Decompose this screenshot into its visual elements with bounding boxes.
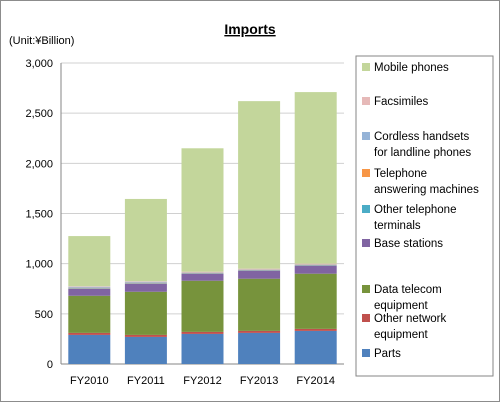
y-tick-label: 1,500	[25, 209, 53, 221]
legend-swatch	[362, 63, 370, 71]
legend-label: terminals	[374, 220, 421, 232]
y-tick-label: 1,000	[25, 259, 53, 271]
bar-segment	[238, 269, 281, 271]
bar-segment	[68, 286, 111, 288]
x-tick-label: FY2013	[240, 375, 279, 387]
bar-segment	[124, 283, 167, 284]
legend-label: Other network	[374, 313, 446, 325]
legend-label: Telephone	[374, 168, 427, 180]
legend-label: for landline phones	[374, 147, 471, 159]
bar-segment	[124, 281, 167, 283]
legend-label: Parts	[374, 348, 401, 360]
bar-segment	[124, 198, 167, 282]
bar-segment	[238, 101, 281, 269]
bar-segment	[124, 336, 167, 364]
bar-segment	[181, 331, 224, 334]
bar-segment	[294, 92, 337, 264]
x-tick-label: FY2010	[70, 375, 109, 387]
bar-segment	[294, 265, 337, 274]
bar-segment	[68, 334, 111, 364]
bar-segment	[294, 264, 337, 266]
bar-segment	[181, 280, 224, 332]
legend-swatch	[362, 239, 370, 247]
bar-segment	[68, 288, 111, 289]
bar-segment	[68, 236, 111, 287]
legend-label: Cordless handsets	[374, 131, 469, 143]
legend-label: equipment	[374, 300, 429, 312]
bar-segment	[68, 287, 111, 289]
bar-segment	[238, 332, 281, 364]
legend-label: Base stations	[374, 238, 443, 250]
bar-segment	[68, 286, 111, 287]
legend-swatch	[362, 205, 370, 213]
bar-segment	[124, 282, 167, 284]
legend-label: answering machines	[374, 184, 479, 196]
y-tick-label: 0	[47, 359, 53, 371]
bar-segment	[124, 334, 167, 337]
y-tick-label: 500	[35, 309, 53, 321]
legend-swatch	[362, 285, 370, 293]
legend-label: Data telecom	[374, 284, 442, 296]
chart-title: Imports	[224, 21, 276, 37]
x-tick-label: FY2012	[183, 375, 222, 387]
bar-segment	[238, 268, 281, 270]
bar-segment	[124, 291, 167, 335]
legend-label: Mobile phones	[374, 62, 449, 74]
legend-label: Facsimiles	[374, 96, 429, 108]
bar-segment	[181, 333, 224, 364]
bar-segment	[294, 265, 337, 266]
y-tick-label: 2,000	[25, 158, 53, 170]
bar-segment	[181, 273, 224, 281]
legend-label: Other telephone	[374, 204, 456, 216]
bar-segment	[294, 330, 337, 364]
legend-swatch	[362, 169, 370, 177]
legend: Mobile phones Facsimiles Cordless handsets…	[355, 55, 494, 377]
legend-swatch	[362, 349, 370, 357]
legend-box	[355, 55, 494, 377]
x-tick-label: FY2014	[296, 375, 335, 387]
bar-segment	[181, 272, 224, 273]
bar-segment	[68, 295, 111, 333]
bar-segment	[238, 278, 281, 331]
y-tick-label: 3,000	[25, 58, 53, 70]
bar-segment	[238, 270, 281, 271]
plot-area: 0 500 1,000 1,500 2,000 2,500 3,000 FY2010 FY201…	[25, 58, 344, 387]
bar-segment	[124, 281, 167, 282]
bar-segment	[294, 273, 337, 329]
legend-label: equipment	[374, 329, 429, 341]
y-tick-label: 2,500	[25, 108, 53, 120]
unit-label: (Unit:¥Billion)	[9, 35, 74, 47]
bar-segment	[238, 270, 281, 279]
legend-swatch	[362, 314, 370, 322]
bar-segment	[294, 264, 337, 265]
bar-segment	[294, 328, 337, 331]
bar-segment	[124, 283, 167, 292]
bar-segment	[68, 332, 111, 335]
bar-segment	[294, 263, 337, 265]
bar-segment	[238, 330, 281, 333]
bar-segment	[181, 271, 224, 273]
bar-segment	[181, 272, 224, 274]
bar-segment	[238, 269, 281, 270]
bar-segment	[68, 288, 111, 296]
legend-swatch	[362, 132, 370, 140]
bar-segment	[181, 148, 224, 272]
legend-swatch	[362, 97, 370, 105]
bar-segment	[181, 273, 224, 274]
x-tick-label: FY2011	[127, 375, 165, 387]
